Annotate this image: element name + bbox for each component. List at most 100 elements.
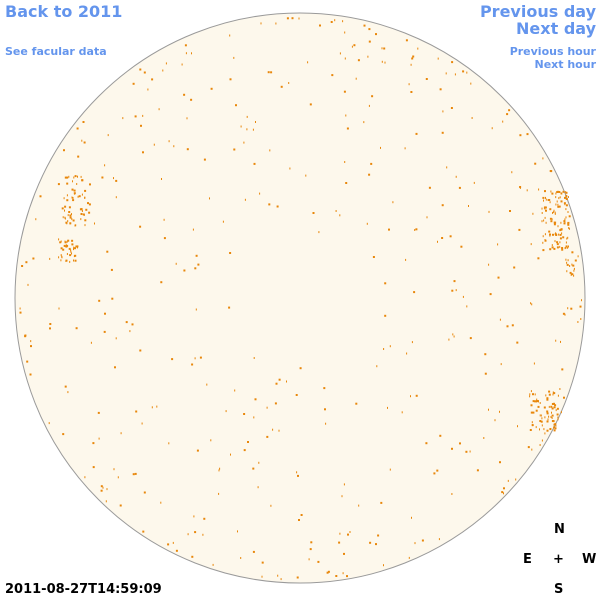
facula bbox=[339, 52, 341, 55]
facula bbox=[553, 406, 556, 409]
facula bbox=[375, 33, 377, 36]
facula bbox=[546, 429, 549, 432]
facula bbox=[257, 486, 259, 489]
facula bbox=[567, 222, 569, 225]
facula bbox=[567, 246, 569, 249]
facula bbox=[66, 222, 68, 225]
facula bbox=[549, 234, 551, 237]
facula bbox=[451, 289, 454, 292]
facula bbox=[66, 253, 68, 255]
facula bbox=[552, 393, 554, 396]
facula bbox=[70, 250, 72, 253]
facula bbox=[210, 87, 213, 90]
next-day-link[interactable]: Next day bbox=[516, 19, 596, 38]
facula bbox=[237, 530, 238, 533]
facula bbox=[259, 192, 261, 195]
facula bbox=[90, 341, 92, 344]
back-link[interactable]: Back to 2011 bbox=[5, 2, 123, 21]
facula bbox=[414, 229, 416, 231]
facula bbox=[410, 63, 412, 66]
facula bbox=[542, 249, 545, 252]
facula bbox=[425, 442, 428, 445]
facula bbox=[77, 195, 79, 198]
previous-day-link[interactable]: Previous day bbox=[479, 2, 596, 21]
facula bbox=[410, 395, 411, 398]
facula bbox=[269, 149, 271, 152]
compass-west: W bbox=[582, 552, 597, 567]
facula bbox=[509, 210, 511, 212]
facula bbox=[572, 264, 575, 267]
facula bbox=[555, 196, 557, 199]
facula bbox=[357, 59, 360, 62]
facula bbox=[376, 365, 378, 368]
facula bbox=[513, 266, 516, 269]
facular-link[interactable]: See facular data bbox=[5, 45, 107, 58]
facula bbox=[530, 302, 532, 305]
facula bbox=[405, 258, 407, 261]
facula bbox=[545, 394, 547, 397]
facula bbox=[58, 256, 60, 259]
facula bbox=[536, 398, 538, 401]
facula bbox=[134, 472, 137, 475]
previous-hour-link[interactable]: Previous hour bbox=[509, 45, 596, 58]
facula bbox=[567, 236, 569, 239]
facula bbox=[546, 420, 549, 423]
facula bbox=[518, 228, 521, 231]
facula bbox=[542, 196, 545, 199]
facula bbox=[506, 325, 509, 328]
facula bbox=[260, 22, 262, 25]
facula bbox=[139, 225, 142, 228]
facula bbox=[60, 247, 63, 250]
facula bbox=[195, 254, 198, 257]
facula bbox=[190, 98, 193, 101]
facula bbox=[568, 215, 571, 218]
facula bbox=[548, 393, 551, 396]
facula bbox=[203, 158, 206, 161]
facula bbox=[104, 164, 106, 167]
facula bbox=[384, 61, 386, 64]
facula bbox=[543, 428, 545, 431]
facula bbox=[557, 225, 559, 228]
facula bbox=[229, 78, 232, 81]
facula bbox=[81, 179, 84, 182]
facula bbox=[565, 245, 568, 248]
facula bbox=[562, 312, 565, 315]
facula bbox=[556, 241, 559, 244]
facula bbox=[81, 210, 83, 212]
facula bbox=[548, 415, 550, 418]
facula bbox=[355, 77, 357, 80]
facula bbox=[415, 394, 418, 397]
facula bbox=[75, 327, 78, 330]
facula bbox=[82, 121, 85, 123]
facula bbox=[559, 233, 562, 236]
facula bbox=[79, 208, 82, 211]
compass-east: E bbox=[523, 552, 532, 567]
facula bbox=[415, 132, 418, 135]
facula bbox=[65, 244, 67, 247]
facula bbox=[185, 52, 187, 55]
facula bbox=[369, 541, 372, 544]
facula bbox=[552, 233, 554, 236]
facula bbox=[168, 140, 170, 143]
facula bbox=[39, 195, 42, 198]
facula bbox=[559, 229, 562, 232]
facula bbox=[569, 265, 571, 267]
facula bbox=[186, 117, 188, 120]
facula bbox=[289, 167, 291, 170]
facula bbox=[545, 209, 547, 212]
facula bbox=[546, 397, 549, 400]
next-hour-link[interactable]: Next hour bbox=[534, 58, 597, 71]
facula bbox=[69, 254, 72, 257]
facula bbox=[567, 211, 569, 213]
facula bbox=[408, 83, 410, 86]
facula bbox=[560, 411, 562, 414]
facula bbox=[139, 68, 142, 71]
facula bbox=[64, 209, 65, 212]
facula bbox=[84, 224, 86, 227]
facula bbox=[566, 263, 569, 266]
facula bbox=[338, 541, 341, 544]
facula bbox=[191, 52, 192, 55]
facula bbox=[74, 247, 76, 250]
facula bbox=[243, 413, 246, 415]
facula bbox=[151, 406, 153, 409]
